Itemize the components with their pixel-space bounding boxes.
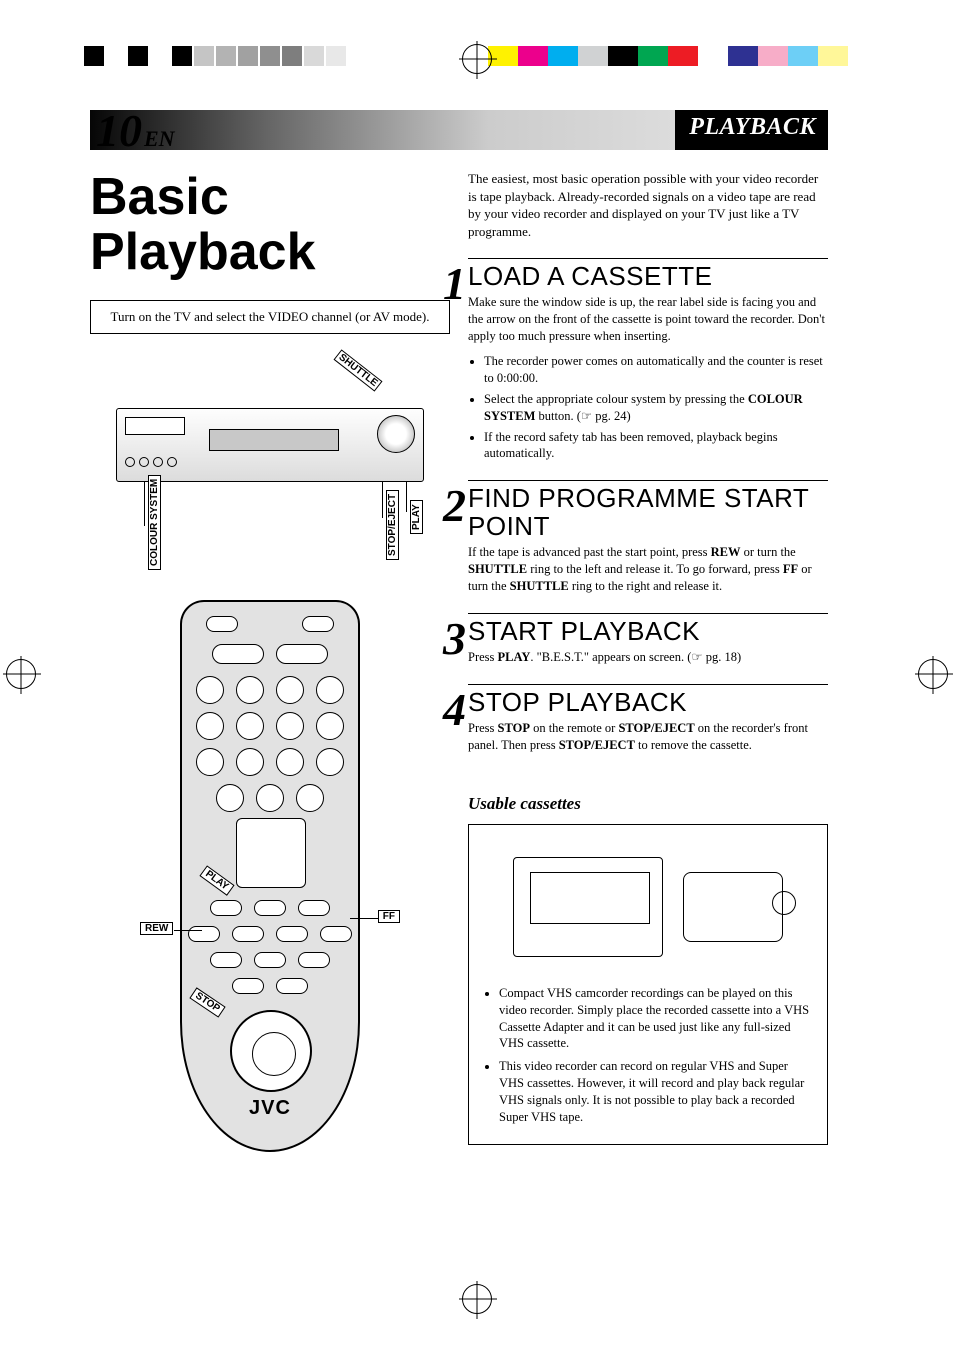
step-bullet: Select the appropriate colour system by … [484, 391, 828, 425]
vcr-cassette-slot [209, 429, 339, 451]
reg-square [326, 46, 346, 66]
step-title: LOAD A CASSETTE [468, 263, 828, 290]
right-column: The easiest, most basic operation possib… [468, 160, 828, 1160]
reg-swatch [788, 46, 818, 66]
reg-square [150, 46, 170, 66]
step-body: Make sure the window side is up, the rea… [468, 294, 828, 345]
reg-swatch [698, 46, 728, 66]
reg-square [238, 46, 258, 66]
remote-illustration: JVC REW FF PLAY STOP [140, 600, 400, 1160]
reg-square [172, 46, 192, 66]
callout-line [406, 482, 407, 512]
page-lang: EN [144, 126, 175, 151]
intro-paragraph: The easiest, most basic operation possib… [468, 170, 828, 240]
remote-dpad [236, 818, 306, 888]
usable-bullet: This video recorder can record on regula… [499, 1058, 813, 1126]
reg-square [304, 46, 324, 66]
vcr-body [116, 408, 424, 482]
usable-bullet: Compact VHS camcorder recordings can be … [499, 985, 813, 1053]
reg-swatch [638, 46, 668, 66]
reg-square [128, 46, 148, 66]
callout-line [174, 930, 202, 931]
section-label: PLAYBACK [675, 110, 828, 150]
reg-square [106, 46, 126, 66]
remote-shuttle-wheel [230, 1010, 312, 1092]
step-title: START PLAYBACK [468, 618, 828, 645]
reg-swatch [608, 46, 638, 66]
left-column: Basic Playback Turn on the TV and select… [90, 160, 450, 1160]
callout-line [350, 918, 378, 919]
vhs-adapter-icon [513, 857, 663, 957]
step-number: 2 [426, 483, 466, 529]
crosshair-icon [918, 659, 948, 689]
reg-marks-left [84, 46, 346, 66]
tv-note-box: Turn on the TV and select the VIDEO chan… [90, 300, 450, 334]
vcr-illustration: SHUTTLE COLOUR SYSTEM STOP/EJECT PLAY [110, 360, 430, 570]
camcorder-icon [683, 872, 783, 942]
reg-square [260, 46, 280, 66]
reg-swatch [578, 46, 608, 66]
crosshair-icon [462, 1284, 492, 1314]
step-body: Press STOP on the remote or STOP/EJECT o… [468, 720, 828, 754]
callout-colour-system: COLOUR SYSTEM [148, 475, 161, 570]
callout-play: PLAY [410, 500, 423, 534]
title-line-2: Playback [90, 223, 316, 281]
reg-swatch [728, 46, 758, 66]
reg-swatch [548, 46, 578, 66]
callout-stop-eject: STOP/EJECT [386, 490, 399, 560]
reg-square [84, 46, 104, 66]
step-bullet: The recorder power comes on automaticall… [484, 353, 828, 387]
reg-square [194, 46, 214, 66]
step-bullet: If the record safety tab has been remove… [484, 429, 828, 463]
usable-cassettes-box: Compact VHS camcorder recordings can be … [468, 824, 828, 1145]
vcr-shuttle-dial [377, 415, 415, 453]
step-number: 1 [426, 261, 466, 307]
crosshair-icon [6, 659, 36, 689]
step: 4STOP PLAYBACKPress STOP on the remote o… [468, 684, 828, 754]
reg-marks-right [488, 46, 848, 66]
step-title: FIND PROGRAMME START POINT [468, 485, 828, 540]
title-line-1: Basic [90, 168, 229, 226]
reg-square [282, 46, 302, 66]
step-body: If the tape is advanced past the start p… [468, 544, 828, 595]
step-bullets: The recorder power comes on automaticall… [468, 353, 828, 462]
step: 3START PLAYBACKPress PLAY. "B.E.S.T." ap… [468, 613, 828, 666]
step-number: 4 [426, 687, 466, 733]
step: 1LOAD A CASSETTEMake sure the window sid… [468, 258, 828, 462]
page-header: 10EN PLAYBACK [90, 110, 828, 150]
reg-swatch [758, 46, 788, 66]
page-number-value: 10 [96, 105, 142, 156]
reg-swatch [488, 46, 518, 66]
reg-square [216, 46, 236, 66]
label-rew: REW [140, 922, 173, 935]
steps-container: 1LOAD A CASSETTEMake sure the window sid… [468, 258, 828, 754]
step-title: STOP PLAYBACK [468, 689, 828, 716]
vcr-buttons-row [125, 457, 177, 467]
vcr-display [125, 417, 185, 435]
reg-swatch [818, 46, 848, 66]
step-body: Press PLAY. "B.E.S.T." appears on screen… [468, 649, 828, 666]
reg-swatch [518, 46, 548, 66]
shuttle-label: SHUTTLE [334, 350, 383, 392]
label-ff: FF [378, 910, 400, 923]
page-title: Basic Playback [90, 170, 450, 280]
crosshair-icon [462, 44, 492, 74]
step: 2FIND PROGRAMME START POINTIf the tape i… [468, 480, 828, 594]
usable-illustration [483, 837, 813, 977]
page: 10EN PLAYBACK Basic Playback Turn on the… [0, 0, 954, 1348]
usable-cassettes-heading: Usable cassettes [468, 794, 828, 814]
remote-brand: JVC [180, 1097, 360, 1120]
page-number: 10EN [96, 108, 175, 154]
usable-cassettes-list: Compact VHS camcorder recordings can be … [483, 985, 813, 1126]
step-number: 3 [426, 616, 466, 662]
callout-line [382, 482, 383, 518]
reg-swatch [668, 46, 698, 66]
callout-line [144, 482, 145, 526]
